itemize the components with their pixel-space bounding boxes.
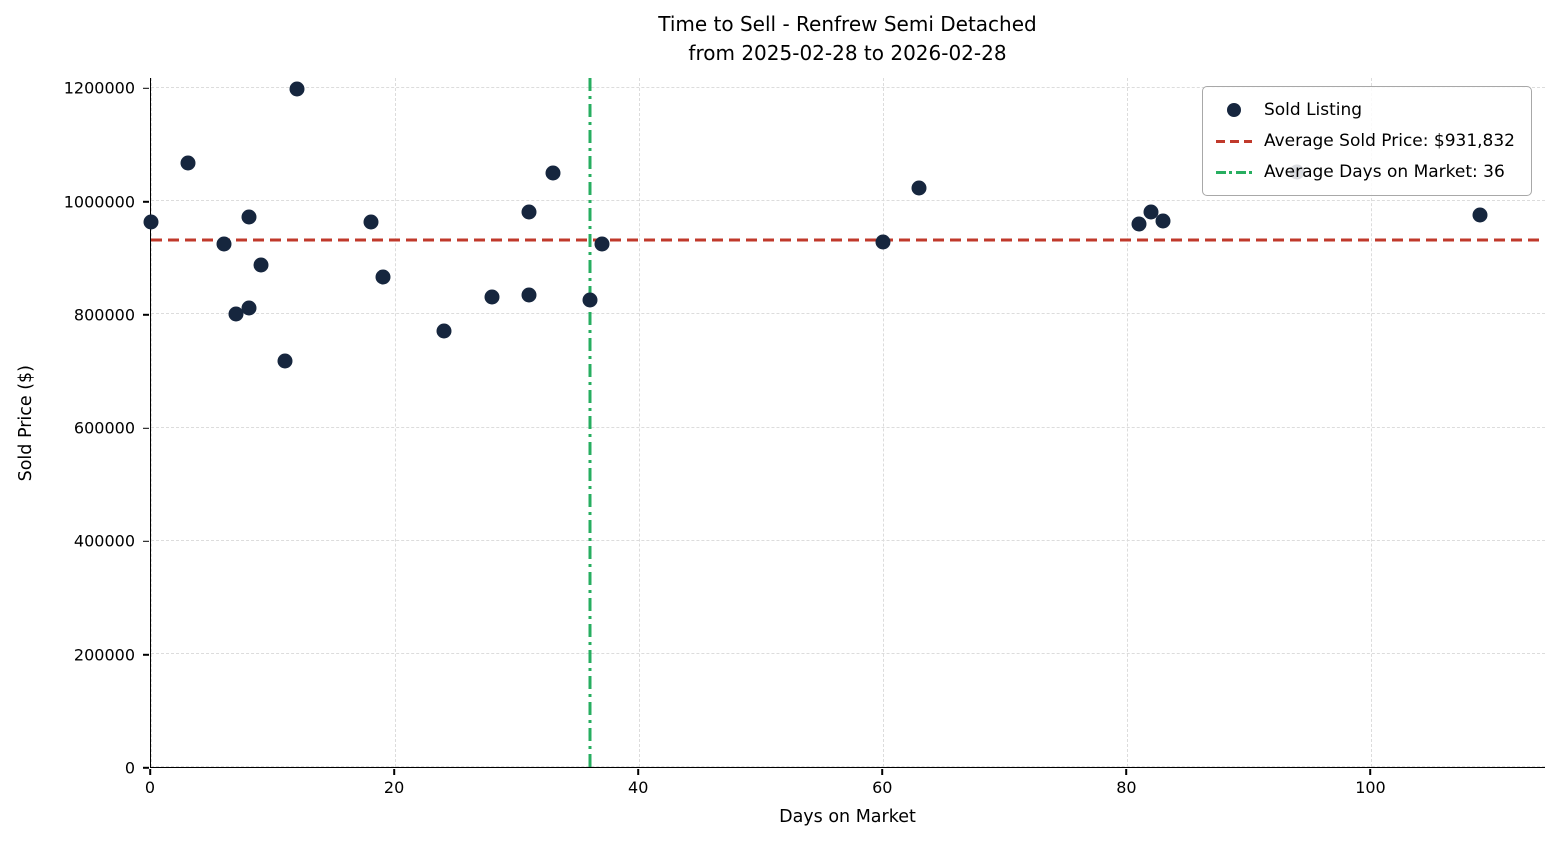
scatter-point: [1143, 204, 1159, 220]
x-tick-label: 0: [144, 778, 156, 797]
scatter-point: [521, 204, 537, 220]
scatter-point: [1131, 216, 1147, 232]
y-tick-mark: [143, 427, 149, 429]
y-tick-mark: [143, 314, 149, 316]
legend-label-average-days-on-market: Average Days on Market: 36: [1263, 162, 1505, 182]
gridline-vertical: [882, 78, 884, 767]
y-tick-label: 400000: [73, 531, 135, 551]
x-axis-ticks: 0 20 40 60 80 100: [145, 768, 1545, 802]
gridline-horizontal: [151, 87, 1545, 89]
scatter-point: [594, 236, 610, 252]
scatter-point: [375, 269, 391, 285]
scatter-point: [911, 180, 927, 196]
plot-area: Sold Listing Average Sold Price: $931,83…: [143, 78, 1545, 768]
gridline-horizontal: [151, 652, 1545, 654]
scatter-point: [1472, 207, 1488, 223]
legend-label-average-sold-price: Average Sold Price: $931,832: [1263, 131, 1515, 151]
x-tick-label: 80: [1116, 778, 1137, 797]
scatter-point: [289, 81, 305, 97]
y-tick-label: 600000: [73, 418, 135, 438]
x-tick-mark: [393, 769, 395, 775]
scatter-point: [180, 155, 196, 171]
y-tick-mark: [143, 200, 149, 203]
scatter-point: [521, 287, 537, 303]
gridline-horizontal: [151, 200, 1545, 202]
gridline-horizontal: [151, 766, 1545, 767]
scatter-dot-marker-icon: [1226, 103, 1241, 117]
y-tick-mark: [143, 87, 149, 89]
legend-handle: [1216, 103, 1252, 117]
chart-title-block: Time to Sell - Renfrew Semi Detached fro…: [150, 10, 1545, 68]
gridline-vertical: [1370, 78, 1372, 767]
scatter-point: [545, 165, 561, 181]
gridline-vertical: [394, 78, 396, 767]
dashed-line-marker-icon: [1215, 139, 1252, 143]
dashdot-line-marker-icon: [1215, 170, 1252, 174]
y-tick-label: 0: [124, 758, 135, 778]
y-tick-mark: [143, 653, 149, 656]
chart-subtitle: from 2025-02-28 to 2026-02-28: [688, 41, 1007, 65]
gridline-vertical: [638, 78, 640, 767]
scatter-point: [241, 300, 257, 316]
scatter-point: [363, 214, 379, 230]
gridline-horizontal: [151, 313, 1545, 315]
y-tick-label: 1000000: [63, 192, 135, 211]
scatter-point: [875, 234, 891, 250]
x-tick-label: 20: [383, 778, 405, 797]
average-days-on-market-line: [588, 78, 592, 767]
scatter-point: [582, 292, 598, 308]
x-tick-mark: [149, 769, 151, 775]
gridline-horizontal: [151, 426, 1545, 428]
legend: Sold Listing Average Sold Price: $931,83…: [1201, 86, 1532, 196]
x-tick-label: 40: [628, 778, 649, 797]
y-tick-label: 200000: [73, 645, 135, 665]
gridline-horizontal: [151, 539, 1545, 541]
gridline-vertical: [1126, 78, 1128, 767]
scatter-point: [241, 209, 257, 225]
legend-handle: [1215, 170, 1252, 174]
y-axis-ticks: 0 200000 400000 600000 800000 1000000 1200000: [0, 78, 150, 778]
legend-item-sold-listing: Sold Listing: [1216, 98, 1515, 122]
y-tick-label: 800000: [73, 305, 135, 325]
legend-item-average-days-on-market: Average Days on Market: 36: [1215, 160, 1515, 184]
scatter-point: [277, 353, 293, 369]
scatter-point: [143, 214, 159, 230]
y-tick-mark: [143, 767, 149, 769]
legend-handle: [1215, 139, 1252, 143]
y-tick-label: 1200000: [63, 78, 135, 98]
scatter-point: [484, 289, 500, 305]
scatter-point: [436, 323, 452, 339]
scatter-point: [216, 236, 232, 252]
x-axis-label: Days on Market: [779, 807, 916, 827]
chart-title: Time to Sell - Renfrew Semi Detached: [658, 12, 1037, 36]
x-tick-label: 60: [872, 778, 893, 797]
x-tick-mark: [1125, 769, 1128, 775]
x-tick-mark: [637, 769, 639, 775]
x-tick-mark: [1369, 769, 1372, 775]
scatter-point: [253, 257, 269, 273]
scatter-point: [1155, 213, 1171, 229]
legend-label-sold-listing: Sold Listing: [1263, 100, 1363, 120]
average-sold-price-line: [151, 238, 1545, 242]
scatter-point: [228, 306, 244, 322]
gridline-vertical: [151, 78, 152, 767]
x-tick-mark: [881, 769, 884, 775]
x-tick-label: 100: [1355, 778, 1386, 797]
legend-item-average-sold-price: Average Sold Price: $931,832: [1215, 129, 1515, 153]
y-tick-mark: [143, 540, 149, 543]
